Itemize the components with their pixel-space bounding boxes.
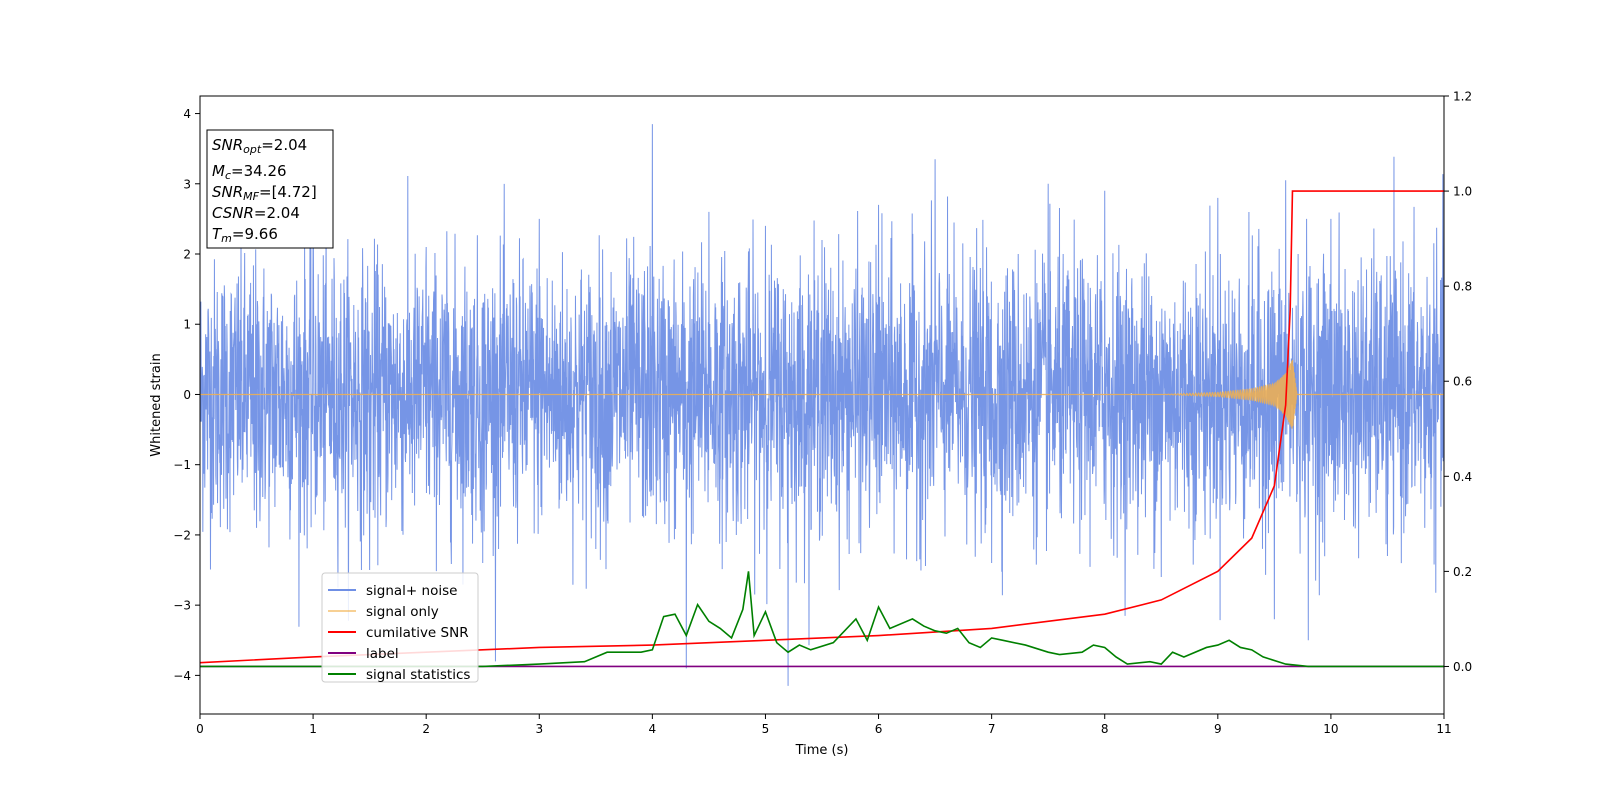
y-tick-label: 4 xyxy=(183,107,191,121)
series-signal-noise-line xyxy=(200,124,1444,686)
y-axis-ticks: 4 3 2 1 0 −1 −2 −3 −4 xyxy=(173,107,200,683)
y-tick-label: 2 xyxy=(183,248,191,262)
legend-label-label: label xyxy=(366,646,399,662)
x-tick-label: 6 xyxy=(875,722,883,736)
legend: signal+ noise signal only cumilative SNR la… xyxy=(321,572,479,683)
y2-tick-label: 1.2 xyxy=(1453,90,1472,104)
info-box-frame xyxy=(206,129,334,249)
legend-label-signal-noise: signal+ noise xyxy=(366,583,457,599)
y-tick-label: −1 xyxy=(173,458,191,472)
info-box-line: CSNR=2.04 xyxy=(212,204,300,222)
x-tick-label: 1 xyxy=(309,722,317,736)
y2-tick-label: 0.2 xyxy=(1453,565,1472,579)
y2-tick-label: 1.0 xyxy=(1453,185,1472,199)
x-axis-label: Time (s) xyxy=(795,743,849,758)
y2-axis-ticks: 1.2 1.0 0.8 0.6 0.4 0.2 0.0 xyxy=(1444,90,1472,674)
x-tick-label: 11 xyxy=(1436,722,1451,736)
info-box-line: Tm=9.66 xyxy=(212,225,278,245)
y-tick-label: 3 xyxy=(183,177,191,191)
y-tick-label: 0 xyxy=(183,388,191,402)
y-tick-label: 1 xyxy=(183,318,191,332)
y2-tick-label: 0.6 xyxy=(1453,375,1472,389)
x-axis-ticks: 0 1 2 3 4 5 6 7 8 9 10 11 xyxy=(196,714,1452,736)
y-axis-label: Whitened strain xyxy=(149,353,164,456)
info-box: SNRopt=2.04 Mc=34.26SNRMF=[4.72]CSNR=2.04… xyxy=(206,129,334,249)
x-tick-label: 9 xyxy=(1214,722,1222,736)
y-tick-label: −3 xyxy=(173,599,191,613)
info-box-line: Mc=34.26 xyxy=(212,162,287,182)
y2-tick-label: 0.8 xyxy=(1453,280,1472,294)
legend-frame xyxy=(321,572,479,683)
series-signal-only-line xyxy=(200,359,1444,429)
x-tick-label: 7 xyxy=(988,722,996,736)
series-cumulative-snr-line xyxy=(200,190,1444,664)
x-tick-label: 8 xyxy=(1101,722,1109,736)
info-box-line: SNRMF=[4.72] xyxy=(212,183,317,203)
y-tick-label: −4 xyxy=(173,669,191,683)
legend-label-signal-only: signal only xyxy=(366,604,439,620)
x-tick-label: 0 xyxy=(196,722,204,736)
x-tick-label: 4 xyxy=(649,722,657,736)
x-tick-label: 2 xyxy=(422,722,430,736)
legend-label-signal-statistics: signal statistics xyxy=(366,667,470,683)
y2-tick-label: 0.0 xyxy=(1453,660,1472,674)
info-box-line: SNRopt=2.04 xyxy=(212,136,307,156)
y2-tick-label: 0.4 xyxy=(1453,470,1472,484)
x-tick-label: 5 xyxy=(762,722,770,736)
x-tick-label: 3 xyxy=(535,722,543,736)
y-tick-label: −2 xyxy=(173,528,191,542)
legend-label-cumulative-snr: cumilative SNR xyxy=(366,625,469,641)
x-tick-label: 10 xyxy=(1323,722,1338,736)
series-signal-statistics-line xyxy=(200,571,1444,668)
plot-frame xyxy=(199,95,1445,715)
